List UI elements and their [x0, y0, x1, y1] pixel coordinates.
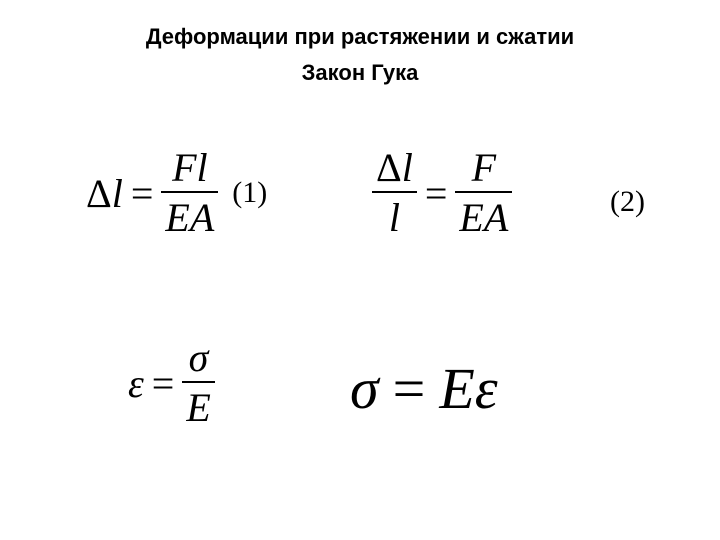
equation-1: Δl = Fl EA (1)	[86, 147, 267, 239]
eq4-equals: =	[393, 355, 426, 422]
eq1-l: l	[112, 171, 123, 216]
eq3-numerator: σ	[185, 337, 213, 379]
eq2-numerator: F	[468, 147, 500, 189]
title-block: Деформации при растяжении и сжатии Закон…	[0, 22, 720, 87]
eq2-lhs-num: Δl	[372, 147, 417, 189]
eq3-lhs: ε	[128, 360, 144, 407]
eq2-delta: Δ	[376, 145, 402, 190]
eq4-eps: ε	[475, 355, 498, 422]
eq1-fraction: Fl EA	[161, 147, 218, 239]
eq2-equals: =	[425, 170, 448, 217]
eq4-E: E	[439, 355, 474, 422]
eq2-lhs-den: l	[385, 197, 404, 239]
eq1-equals: =	[131, 170, 154, 217]
equation-4: σ = Eε	[350, 355, 498, 422]
slide: Деформации при растяжении и сжатии Закон…	[0, 0, 720, 540]
eq2-lhs-bar	[372, 191, 417, 193]
eq2-rhs-bar	[455, 191, 512, 193]
eq3-bar	[182, 381, 214, 383]
equations-area: Δl = Fl EA (1) Δl l = F EA	[0, 87, 720, 517]
eq1-lhs: Δl	[86, 170, 123, 217]
eq2-rhs-fraction: F EA	[455, 147, 512, 239]
eq1-label: (1)	[232, 176, 267, 210]
eq2-denominator: EA	[455, 197, 512, 239]
eq2-label: (2)	[610, 185, 645, 219]
eq3-equals: =	[152, 360, 175, 407]
eq1-bar	[161, 191, 218, 193]
eq1-delta: Δ	[86, 171, 112, 216]
eq4-lhs: σ	[350, 355, 379, 422]
title-line-2: Закон Гука	[0, 58, 720, 88]
equation-3: ε = σ E	[128, 337, 215, 429]
eq1-numerator: Fl	[168, 147, 212, 189]
eq2-lhs-fraction: Δl l	[372, 147, 417, 239]
eq3-fraction: σ E	[182, 337, 214, 429]
equation-2: Δl l = F EA	[372, 147, 512, 239]
eq3-denominator: E	[182, 387, 214, 429]
eq1-denominator: EA	[161, 197, 218, 239]
title-line-1: Деформации при растяжении и сжатии	[0, 22, 720, 52]
eq2-l: l	[402, 145, 413, 190]
